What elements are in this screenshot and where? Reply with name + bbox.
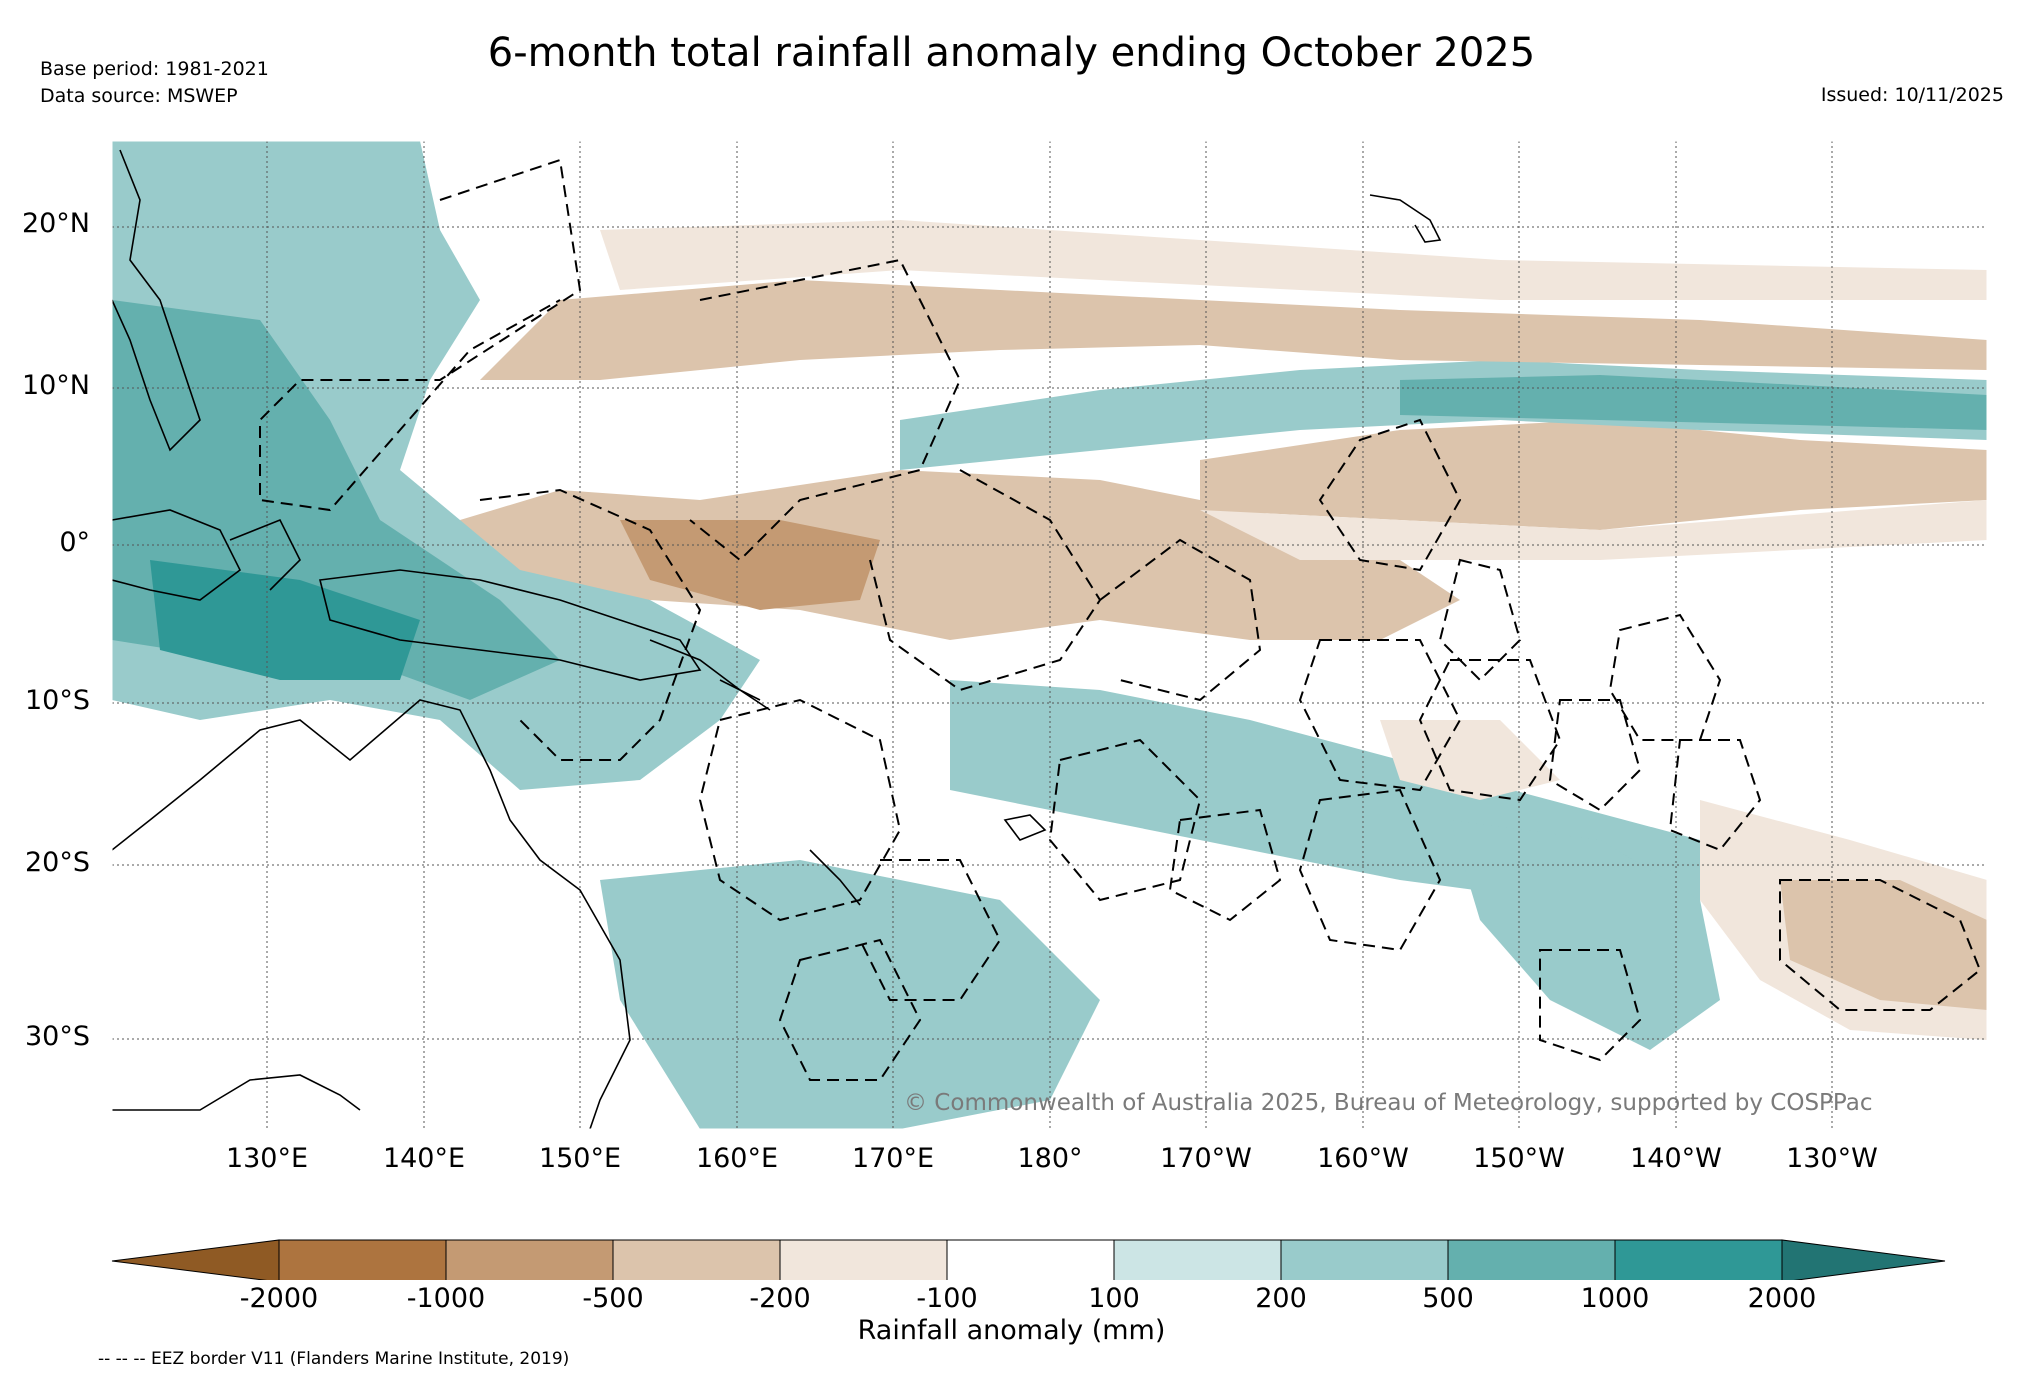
eez-border [259,158,582,512]
copyright-text: © Commonwealth of Australia 2025, Bureau… [904,1090,1873,1116]
eez-border [1318,418,1462,572]
eez-border [1668,739,1762,852]
colorbar-swatch [1614,1239,1783,1280]
eez-border [1168,808,1282,922]
anomaly-field [112,141,1987,1129]
data-source-text: Data source: MSWEP [40,85,238,107]
new-caledonia-coastline [809,849,861,906]
lon-label-170w: 170°W [1160,1143,1252,1174]
metadata-block: Base period: 1981-2021 Data source: MSWE… [40,56,269,110]
colorbar-tick-label: 2000 [1747,1283,1817,1314]
dry-tongue-core [620,520,880,610]
colorbar-tick-label: -500 [582,1283,644,1314]
colorbar-tick-label: 500 [1422,1283,1474,1314]
eez-border [869,469,1102,692]
eez-legend-note: -- -- -- EEZ border V11 (Flanders Marine… [98,1349,570,1369]
colorbar-swatch [946,1239,1115,1280]
colorbar-swatch [1113,1239,1282,1280]
lat-label-20s: 20°S [25,847,90,878]
philippines-coastline [112,149,201,452]
solomon-islands-coastline [649,639,771,711]
lat-label-10s: 10°S [25,685,90,716]
colorbar-swatch [278,1239,447,1280]
colorbar [111,1239,1946,1280]
colorbar-tick-label: -200 [749,1283,811,1314]
dry-band-north [480,280,1987,380]
lat-label-30s: 30°S [25,1021,90,1052]
eez-border [698,698,902,922]
lon-label-150w: 150°W [1473,1143,1565,1174]
eez-border [1438,558,1522,682]
borneo-sulawesi-coastline [112,509,301,601]
colorbar-swatch [779,1239,948,1280]
colorbar-tick-label: 200 [1255,1283,1307,1314]
colorbar-tick-label: 100 [1088,1283,1140,1314]
lon-label-180: 180° [1017,1143,1083,1174]
colorbar-swatch [1280,1239,1449,1280]
colorbar-extend-low [111,1239,280,1280]
eez-border [689,258,962,562]
new-guinea-coastline [319,569,702,681]
colorbar-tick-label: -2000 [239,1283,319,1314]
lon-label-160w: 160°W [1317,1143,1409,1174]
colorbar-swatch [1447,1239,1616,1280]
lon-label-160e: 160°E [695,1143,779,1174]
lon-label-140e: 140°E [382,1143,466,1174]
dry-band-east [1200,420,1987,530]
subtropical-wet [600,860,1100,1129]
hawaii-coastline [1369,194,1442,243]
lon-label-140w: 140°W [1630,1143,1722,1174]
base-period-text: Base period: 1981-2021 [40,58,269,80]
colorbar-swatch [445,1239,614,1280]
itcz-wet-core [1400,375,1987,430]
eez-border [1548,699,1642,812]
wet-region-deep [150,560,420,680]
eez-borders [259,158,1982,1081]
lon-label-130w: 130°W [1786,1143,1878,1174]
colorbar-title: Rainfall anomaly (mm) [857,1315,1166,1346]
map-title: 6-month total rainfall anomaly ending Oc… [487,30,1536,76]
coastlines [112,149,1442,1129]
colorbar-tick-label: -100 [916,1283,978,1314]
eez-border [1298,788,1442,952]
eez-border [1298,639,1462,792]
eez-border [1048,738,1202,902]
eez-border [1779,879,1982,1011]
lon-label-130e: 130°E [225,1143,309,1174]
lat-label-10n: 10°N [21,370,90,401]
fiji-coastline [1003,814,1047,841]
eez-border [1418,659,1562,802]
subtropical-wet-east [1450,820,1720,1050]
colorbar-swatch [612,1239,781,1280]
colorbar-tick-label: -1000 [406,1283,486,1314]
lon-label-170e: 170°E [851,1143,935,1174]
colorbar-extend-high [1781,1239,1946,1280]
eez-border [1539,949,1642,1062]
colorbar-tick-label: 1000 [1580,1283,1650,1314]
eez-border [859,859,1002,1001]
eez-border [479,488,702,761]
dry-band-north-light [600,220,1987,300]
australia-coastline [112,699,631,1129]
dry-band-east-light [1200,500,1987,560]
lat-label-0: 0° [59,527,90,558]
issued-date-text: Issued: 10/11/2025 [1820,84,2004,106]
eez-border [778,938,922,1081]
lon-label-150e: 150°E [538,1143,622,1174]
eez-border [1099,538,1262,702]
lat-label-20n: 20°N [21,208,90,239]
